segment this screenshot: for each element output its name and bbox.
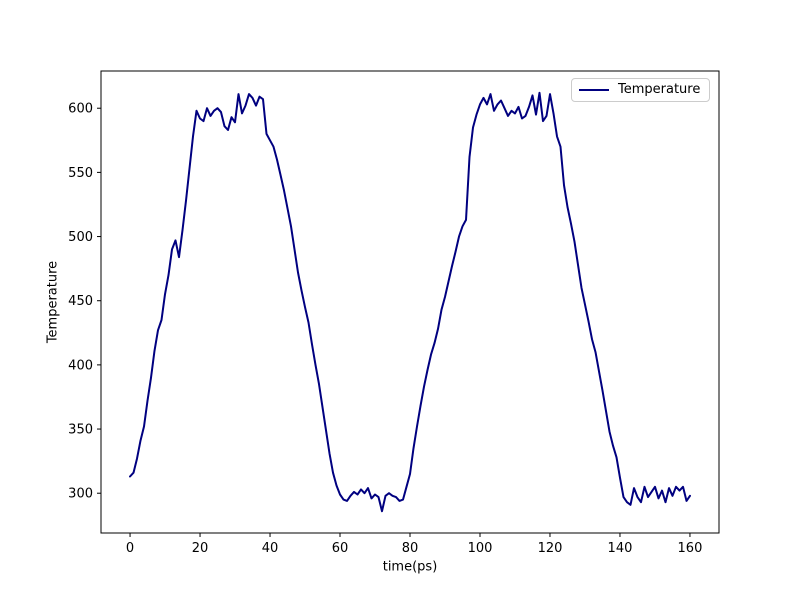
x-axis-label: time(ps) [382, 559, 438, 575]
x-tick-label: 40 [262, 541, 279, 556]
y-tick-label: 550 [68, 166, 93, 181]
y-tick-label: 350 [68, 423, 93, 438]
y-tick-label: 600 [68, 102, 93, 117]
y-tick-label: 450 [68, 294, 93, 309]
temperature-line [129, 91, 691, 513]
legend-label: Temperature [618, 82, 701, 97]
x-tick-label: 120 [538, 541, 563, 556]
x-tick-label: 60 [332, 541, 349, 556]
x-tick-label: 160 [678, 541, 703, 556]
legend-line-sample [579, 89, 609, 91]
x-tick-label: 100 [468, 541, 493, 556]
y-axis-label: Temperature [45, 260, 61, 344]
y-tick-label: 400 [68, 358, 93, 373]
x-tick-label: 80 [402, 541, 419, 556]
x-tick-label: 140 [608, 541, 633, 556]
x-tick-label: 20 [192, 541, 209, 556]
x-tick-label: 0 [126, 541, 134, 556]
y-tick-label: 500 [68, 230, 93, 245]
legend: Temperature [571, 78, 711, 102]
y-tick-label: 300 [68, 487, 93, 502]
plot-border [100, 70, 720, 534]
